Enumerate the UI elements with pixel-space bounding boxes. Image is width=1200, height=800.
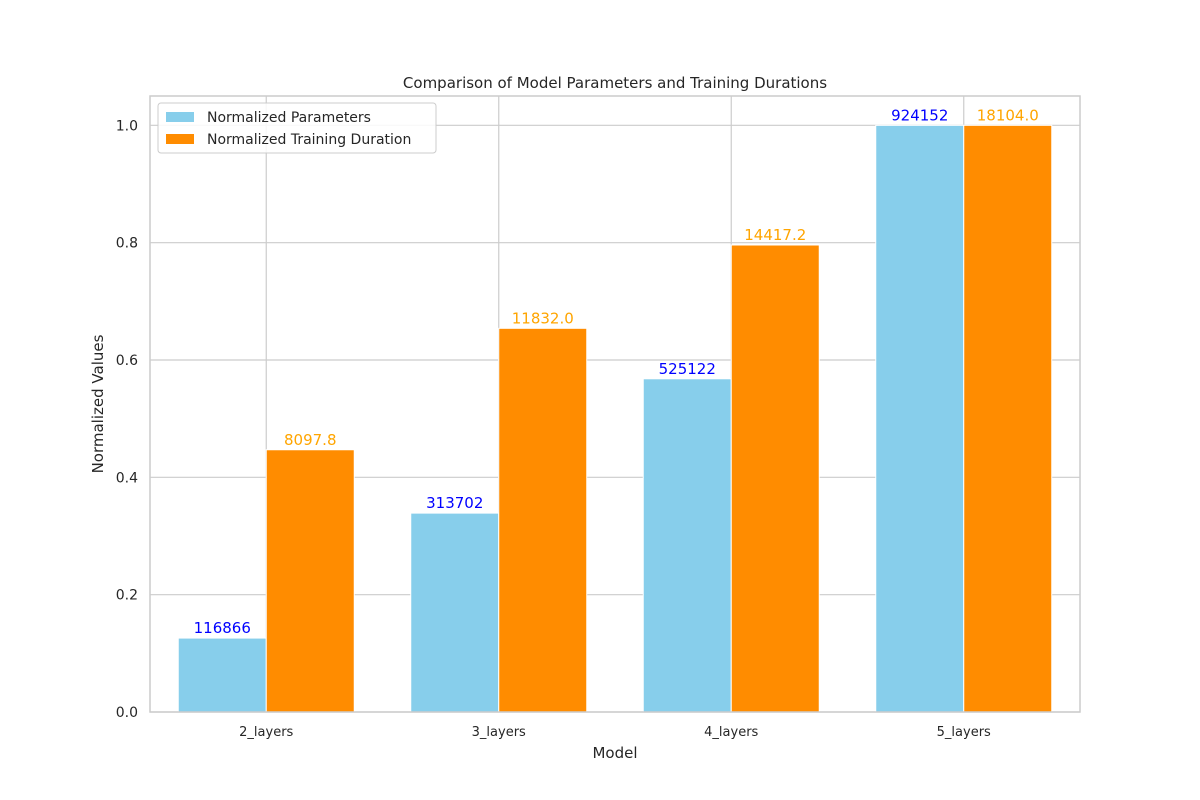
bar-training-duration	[265, 449, 355, 713]
y-axis-label: Normalized Values	[89, 334, 107, 473]
value-labels: 116866 313702 525122 924152 8097.8 11832.0 144…	[194, 106, 1039, 637]
bar-value-label: 116866	[194, 619, 251, 637]
bar-parameters	[410, 512, 500, 713]
y-tick-label: 0.8	[116, 236, 138, 252]
y-tick-label: 0.4	[116, 470, 138, 486]
bar-training-duration	[963, 124, 1053, 713]
bar-value-label: 924152	[891, 106, 948, 124]
bar-value-label: 313702	[426, 494, 483, 512]
x-tick-label: 5_layers	[937, 725, 991, 740]
legend-box	[157, 102, 437, 154]
y-tick-label: 0.2	[116, 588, 138, 604]
bar-value-label: 14417.2	[744, 226, 806, 244]
bars	[177, 124, 1053, 713]
bar-value-label: 18104.0	[977, 106, 1039, 124]
legend-swatch	[166, 134, 194, 144]
x-tick-label: 3_layers	[472, 725, 526, 740]
y-tick-label: 0.6	[116, 353, 138, 369]
bar-parameters	[642, 378, 732, 713]
x-axis-label: Model	[592, 744, 637, 762]
bar-value-label: 525122	[659, 360, 716, 378]
legend-label: Normalized Parameters	[207, 110, 371, 126]
bar-parameters	[875, 124, 965, 713]
bar-training-duration	[498, 327, 588, 713]
plot-frame	[149, 95, 1081, 713]
bar-value-label: 11832.0	[512, 309, 574, 327]
y-tick-labels: 0.0 0.2 0.4 0.6 0.8 1.0	[116, 118, 138, 721]
chart-title: Comparison of Model Parameters and Train…	[403, 74, 827, 92]
x-tick-label: 4_layers	[704, 725, 758, 740]
bar-parameters	[177, 637, 267, 713]
y-tick-label: 1.0	[116, 118, 138, 134]
x-tick-label: 2_layers	[239, 725, 293, 740]
x-tick-labels: 2_layers 3_layers 4_layers 5_layers	[239, 725, 991, 740]
bar-value-label: 8097.8	[284, 431, 337, 449]
legend: Normalized Parameters Normalized Training…	[157, 102, 437, 154]
bar-training-duration	[730, 244, 820, 713]
y-tick-label: 0.0	[116, 705, 138, 721]
legend-label: Normalized Training Duration	[207, 132, 411, 148]
legend-swatch	[166, 112, 194, 122]
